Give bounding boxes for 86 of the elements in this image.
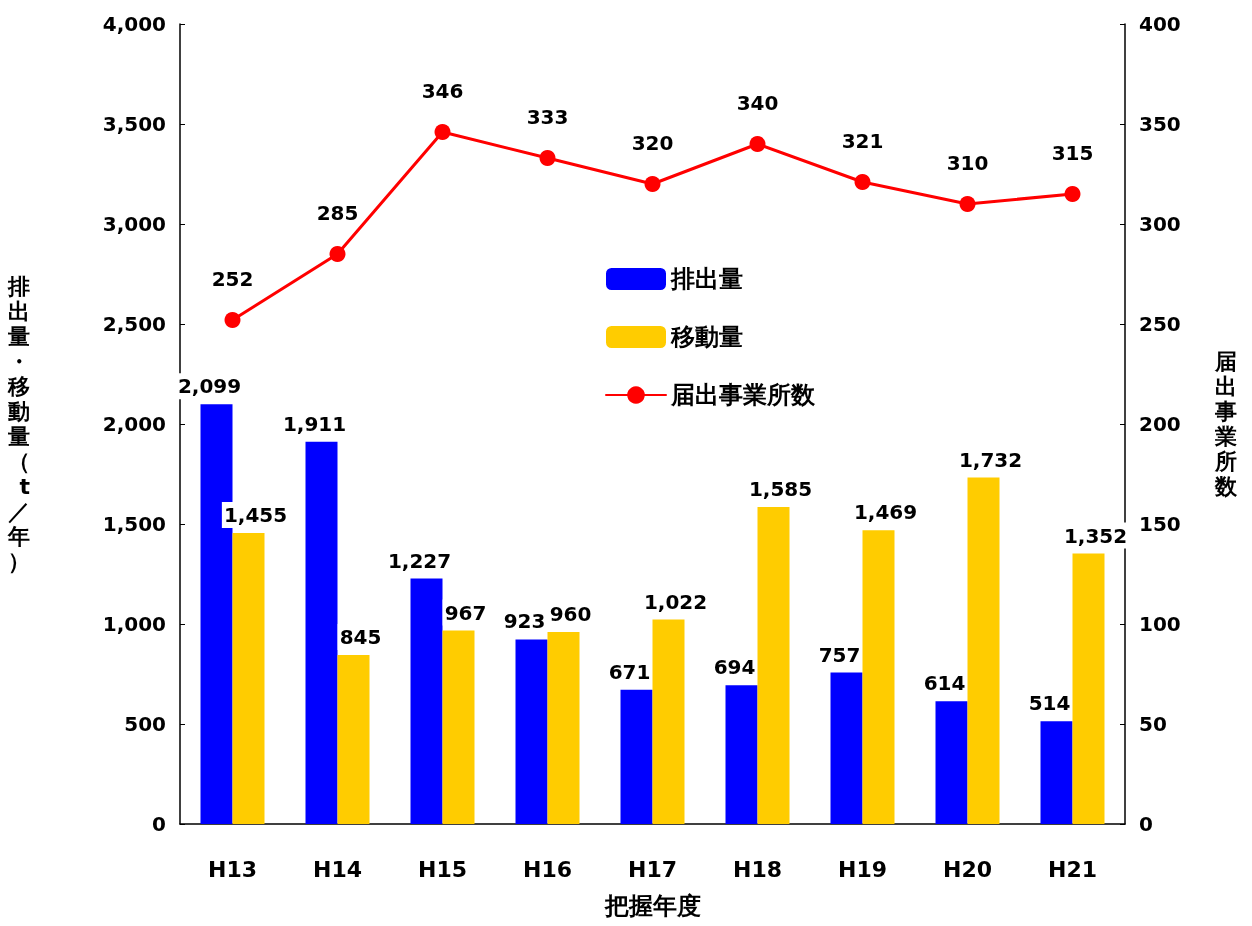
bar	[935, 701, 968, 824]
x-tick-label: H19	[837, 856, 888, 882]
bar	[515, 639, 548, 824]
y-tick-label: 3,500	[102, 112, 166, 136]
bar	[620, 689, 653, 824]
bar	[862, 530, 895, 824]
point	[434, 124, 451, 140]
data-label: 310	[946, 151, 989, 175]
legend-label: 排出量	[670, 265, 743, 293]
bar	[305, 441, 338, 824]
point	[644, 176, 661, 192]
bar	[725, 685, 758, 824]
x-tick-label: H15	[417, 856, 468, 882]
data-label: 285	[316, 201, 359, 225]
bar	[757, 507, 790, 824]
point	[224, 312, 241, 328]
x-tick-label: H14	[312, 856, 363, 882]
data-label: 2,099	[177, 374, 242, 399]
data-label: 845	[339, 625, 382, 649]
data-label: 1,469	[853, 500, 918, 525]
data-label: 671	[608, 659, 651, 684]
data-label: 923	[503, 609, 546, 634]
bar	[232, 533, 265, 824]
data-label: 1,022	[643, 589, 708, 614]
point	[329, 246, 346, 262]
data-label: 315	[1051, 141, 1094, 165]
point	[539, 150, 556, 166]
data-label: 1,585	[748, 477, 813, 501]
point	[1064, 186, 1081, 202]
data-label: 252	[211, 267, 254, 291]
bar	[337, 655, 370, 824]
y2-tick-label: 0	[1139, 812, 1153, 836]
y2-tick-label: 100	[1139, 612, 1181, 636]
y2-tick-label: 150	[1139, 512, 1181, 536]
data-label: 1,227	[387, 548, 452, 573]
data-label: 340	[736, 91, 779, 115]
x-axis-title: 把握年度	[603, 892, 701, 920]
data-label: 960	[549, 602, 592, 626]
x-tick-label: H21	[1047, 856, 1098, 882]
data-label: 1,732	[958, 447, 1023, 472]
data-label: 614	[923, 671, 966, 696]
data-label: 346	[421, 79, 464, 103]
point	[749, 136, 766, 152]
data-label: 320	[631, 131, 674, 155]
x-tick-label: H16	[522, 856, 573, 882]
bar	[1072, 553, 1105, 824]
bar	[830, 672, 863, 824]
data-label: 1,352	[1063, 523, 1128, 548]
data-label: 757	[818, 642, 861, 667]
y2-tick-label: 200	[1139, 412, 1181, 436]
legend-label: 届出事業所数	[670, 381, 816, 409]
bar	[652, 619, 685, 824]
point	[854, 174, 871, 190]
text: 排出量・移動量（t／年）	[8, 274, 30, 574]
data-label: 1,455	[223, 503, 288, 527]
bar	[967, 477, 1000, 824]
x-tick-label: H13	[207, 856, 258, 882]
point	[959, 196, 976, 212]
bar	[442, 630, 475, 824]
data-label: 1,911	[282, 411, 347, 436]
data-label: 694	[713, 655, 756, 680]
y-tick-label: 1,000	[102, 612, 166, 636]
y2-tick-label: 400	[1139, 12, 1181, 36]
y-tick-label: 500	[124, 712, 166, 736]
data-label: 321	[841, 129, 884, 153]
x-tick-label: H18	[732, 856, 783, 882]
y-tick-label: 3,000	[102, 212, 166, 236]
data-label: 514	[1028, 691, 1071, 716]
y2-axis-title: 届出事業所数	[1214, 349, 1238, 499]
y2-tick-label: 350	[1139, 112, 1181, 136]
data-label: 967	[444, 600, 487, 625]
y-tick-label: 0	[152, 812, 166, 836]
x-tick-label: H20	[942, 856, 993, 882]
y-tick-label: 2,500	[102, 312, 166, 336]
bar	[410, 578, 443, 824]
legend-label: 移動量	[670, 323, 743, 351]
data-label: 333	[526, 105, 569, 129]
y2-tick-label: 250	[1139, 312, 1181, 336]
bar	[1040, 721, 1073, 824]
y-tick-label: 1,500	[102, 512, 166, 536]
y2-tick-label: 300	[1139, 212, 1181, 236]
y-tick-label: 4,000	[102, 12, 166, 36]
bar	[547, 632, 580, 824]
y-tick-label: 2,000	[102, 412, 166, 436]
x-tick-label: H17	[627, 856, 678, 882]
y2-tick-label: 50	[1139, 712, 1167, 736]
